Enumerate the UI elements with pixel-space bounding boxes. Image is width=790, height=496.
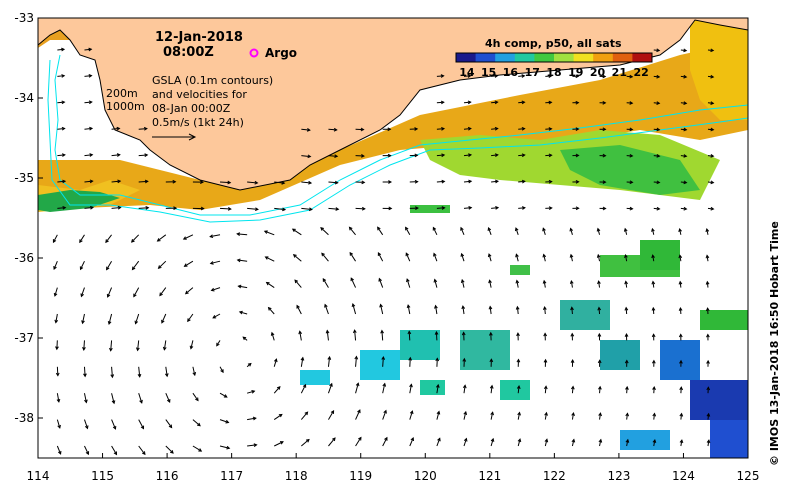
- gsla-line2: and velocities for: [152, 88, 247, 101]
- x-tick-label: 125: [737, 469, 760, 483]
- y-tick-label: -33: [14, 11, 34, 25]
- colorbar-tick-label: 22: [633, 66, 648, 79]
- argo-label: Argo: [265, 46, 297, 60]
- colorbar-ticks: 14 15 16 17 18 19 20 21 22: [459, 66, 649, 79]
- x-tick-label: 116: [156, 469, 179, 483]
- depth-label-1000m: 1000m: [106, 100, 145, 113]
- sst-patch: [400, 330, 440, 360]
- sst-patch: [560, 300, 610, 330]
- x-tick-label: 121: [478, 469, 501, 483]
- x-tick-label: 115: [91, 469, 114, 483]
- sst-patch: [510, 265, 530, 275]
- colorbar-title: 4h comp, p50, all sats: [485, 37, 622, 50]
- x-tick-label: 114: [27, 469, 50, 483]
- gsla-line4: 0.5m/s (1kt 24h): [152, 116, 244, 129]
- colorbar-swatches: [456, 53, 653, 62]
- sst-patch: [710, 420, 748, 458]
- sst-patch: [700, 310, 748, 330]
- gsla-line3: 08-Jan 00:00Z: [152, 102, 231, 115]
- colorbar-swatch: [456, 53, 476, 62]
- title-date: 12-Jan-2018: [155, 30, 243, 45]
- colorbar-tick-label: 21: [612, 66, 627, 79]
- colorbar-tick-label: 16: [503, 66, 519, 79]
- x-tick-label: 119: [349, 469, 372, 483]
- sst-patch: [420, 380, 445, 395]
- sst-patch: [600, 340, 640, 370]
- colorbar-swatch: [632, 53, 652, 62]
- sst-patch: [640, 240, 680, 270]
- sst-patch: [460, 330, 510, 370]
- depth-label-200m: 200m: [106, 87, 138, 100]
- y-tick-label: -38: [14, 411, 34, 425]
- colorbar-swatch: [574, 53, 594, 62]
- x-tick-label: 123: [607, 469, 630, 483]
- title-time: 08:00Z: [163, 45, 214, 60]
- x-tick-label: 122: [543, 469, 566, 483]
- colorbar-swatch: [554, 53, 574, 62]
- x-tick-label: 117: [220, 469, 243, 483]
- y-tick-label: -37: [14, 331, 34, 345]
- x-tick-label: 118: [285, 469, 308, 483]
- x-tick-label: 120: [414, 469, 437, 483]
- colorbar-tick-label: 20: [590, 66, 606, 79]
- copyright-text: © IMOS 13-Jan-2018 16:50 Hobart Time: [768, 221, 781, 466]
- colorbar-tick-label: 18: [546, 66, 561, 79]
- colorbar-tick-label: 14: [459, 66, 475, 79]
- colorbar-tick-label: 17: [525, 66, 540, 79]
- sst-patch: [360, 350, 400, 380]
- colorbar-swatch: [495, 53, 515, 62]
- sst-patch: [690, 380, 748, 420]
- colorbar-swatch: [515, 53, 535, 62]
- gsla-line1: GSLA (0.1m contours): [152, 74, 273, 87]
- plot-area: [38, 18, 748, 458]
- sst-patch: [660, 340, 700, 380]
- colorbar-tick-label: 15: [481, 66, 496, 79]
- colorbar-swatch: [613, 53, 633, 62]
- colorbar-swatch: [476, 53, 496, 62]
- colorbar-swatch: [593, 53, 613, 62]
- y-tick-label: -34: [14, 91, 34, 105]
- y-tick-label: -35: [14, 171, 34, 185]
- y-tick-label: -36: [14, 251, 34, 265]
- x-tick-label: 124: [672, 469, 695, 483]
- colorbar-swatch: [534, 53, 554, 62]
- sst-patch: [500, 380, 530, 400]
- colorbar-tick-label: 19: [568, 66, 583, 79]
- sst-patch: [300, 370, 330, 385]
